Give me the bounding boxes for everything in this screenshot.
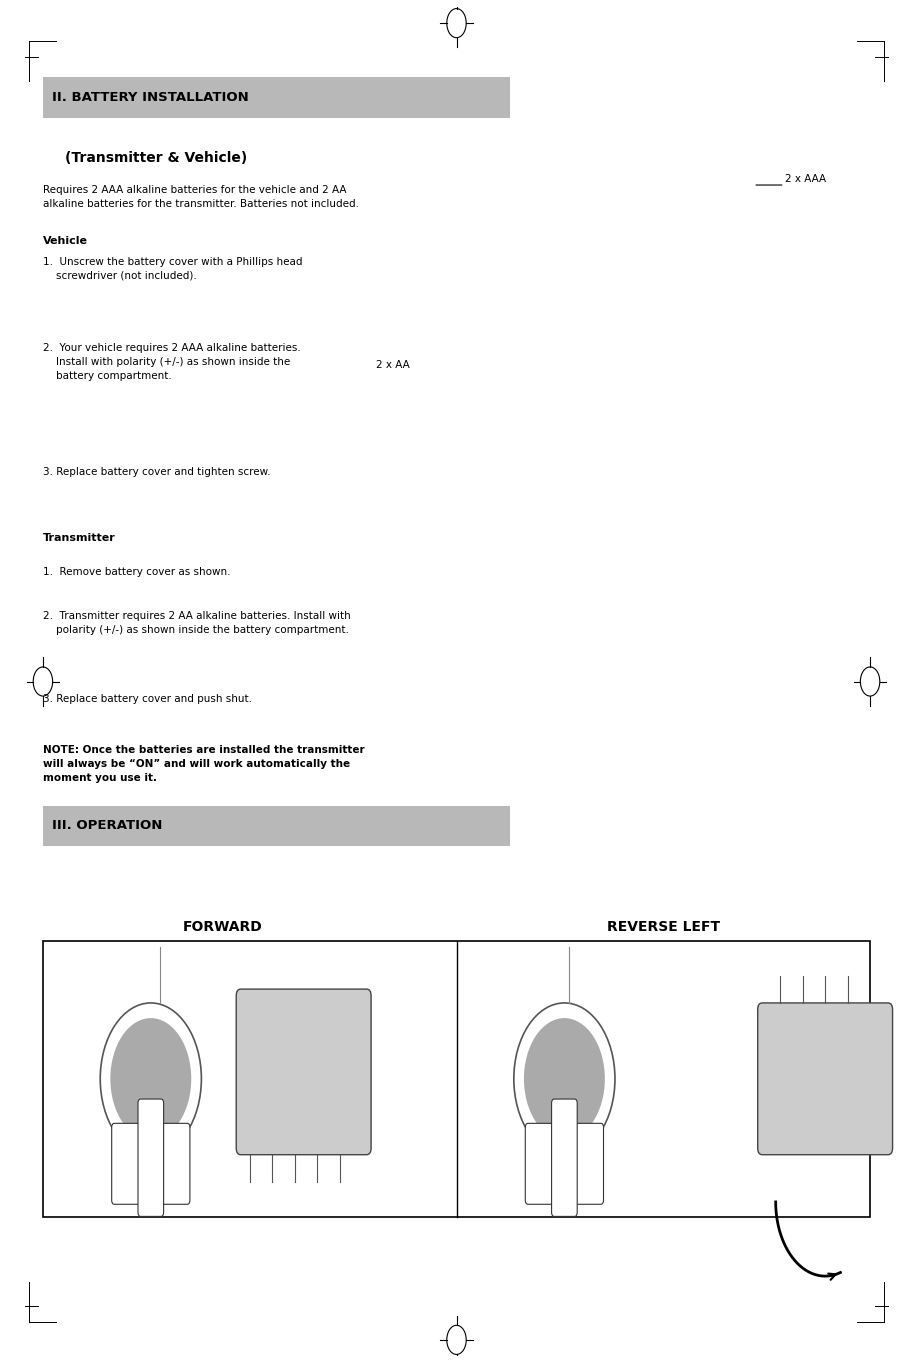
- Text: III. OPERATION: III. OPERATION: [52, 819, 163, 833]
- Circle shape: [514, 1003, 615, 1154]
- Text: 2 x AAA: 2 x AAA: [784, 174, 825, 184]
- Text: 1.  Remove battery cover as shown.: 1. Remove battery cover as shown.: [43, 567, 230, 577]
- FancyBboxPatch shape: [236, 990, 371, 1154]
- FancyBboxPatch shape: [111, 1123, 190, 1205]
- Text: II. BATTERY INSTALLATION: II. BATTERY INSTALLATION: [52, 91, 248, 104]
- FancyBboxPatch shape: [758, 1003, 893, 1154]
- Text: FORWARD: FORWARD: [183, 920, 263, 934]
- FancyBboxPatch shape: [138, 1099, 163, 1216]
- Text: 3. Replace battery cover and tighten screw.: 3. Replace battery cover and tighten scr…: [43, 468, 270, 477]
- Text: 3. Replace battery cover and push shut.: 3. Replace battery cover and push shut.: [43, 694, 252, 703]
- FancyBboxPatch shape: [551, 1099, 577, 1216]
- FancyBboxPatch shape: [43, 940, 870, 1217]
- FancyBboxPatch shape: [43, 806, 510, 846]
- Text: Requires 2 AAA alkaline batteries for the vehicle and 2 AA
alkaline batteries fo: Requires 2 AAA alkaline batteries for th…: [43, 185, 359, 209]
- Text: 2 x AA: 2 x AA: [375, 360, 409, 371]
- Text: NOTE: Once the batteries are installed the transmitter
will always be “ON” and w: NOTE: Once the batteries are installed t…: [43, 746, 364, 782]
- Text: 2.  Transmitter requires 2 AA alkaline batteries. Install with
    polarity (+/-: 2. Transmitter requires 2 AA alkaline ba…: [43, 612, 351, 635]
- Text: 2.  Your vehicle requires 2 AAA alkaline batteries.
    Install with polarity (+: 2. Your vehicle requires 2 AAA alkaline …: [43, 343, 300, 380]
- Text: Vehicle: Vehicle: [43, 236, 88, 247]
- Circle shape: [524, 1018, 604, 1139]
- Circle shape: [110, 1018, 191, 1139]
- Circle shape: [100, 1003, 202, 1154]
- Text: Transmitter: Transmitter: [43, 533, 116, 542]
- Text: 1.  Unscrew the battery cover with a Phillips head
    screwdriver (not included: 1. Unscrew the battery cover with a Phil…: [43, 256, 302, 281]
- Text: (Transmitter & Vehicle): (Transmitter & Vehicle): [66, 151, 247, 165]
- FancyBboxPatch shape: [43, 78, 510, 117]
- Text: REVERSE LEFT: REVERSE LEFT: [607, 920, 719, 934]
- FancyBboxPatch shape: [525, 1123, 603, 1205]
